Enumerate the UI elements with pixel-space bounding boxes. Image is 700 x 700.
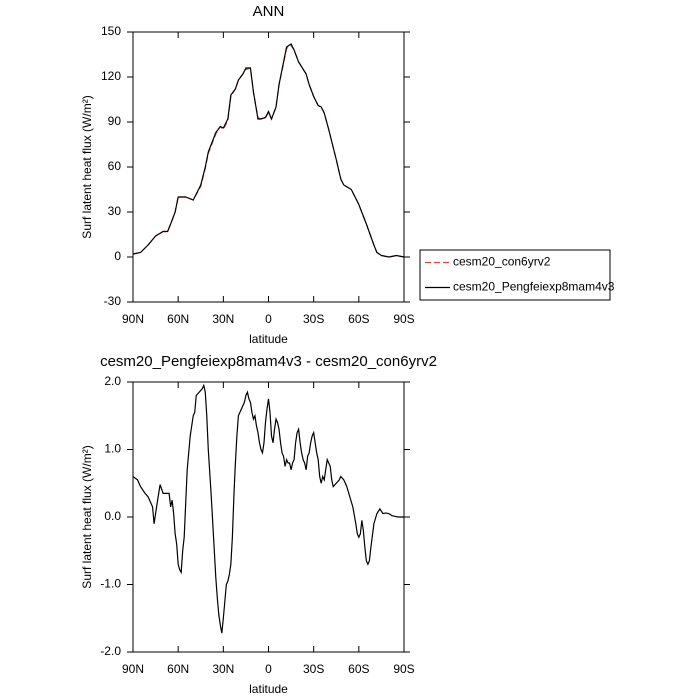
data-line — [132, 383, 404, 634]
y-tick-label: 60 — [108, 159, 122, 173]
legend-label: cesm20_Pengfeiexp8mam4v3 — [453, 280, 615, 294]
plot-frame — [132, 31, 405, 303]
x-tick-label: 0 — [265, 662, 272, 676]
x-tick-label: 90N — [122, 662, 144, 676]
x-tick-label: 90S — [393, 312, 414, 326]
legend-box — [419, 249, 611, 301]
y-tick-label: -1.0 — [100, 577, 121, 591]
x-tick-label: 90N — [122, 312, 144, 326]
y-axis-label: Surf latent heat flux (W/m²) — [80, 95, 94, 238]
x-tick-label: 30N — [212, 312, 234, 326]
y-tick-label: 90 — [108, 114, 122, 128]
y-tick-label: 120 — [101, 69, 121, 83]
x-tick-label: 60N — [167, 662, 189, 676]
y-tick-label: 0.0 — [104, 509, 121, 523]
y-tick-label: 0 — [114, 249, 121, 263]
x-tick-label: 60S — [348, 662, 369, 676]
data-line — [132, 44, 405, 258]
y-tick-label: -2.0 — [100, 644, 121, 658]
y-tick-label: 2.0 — [104, 374, 121, 388]
y-tick-label: -30 — [104, 294, 122, 308]
data-line — [132, 43, 405, 258]
y-tick-label: 150 — [101, 24, 121, 38]
x-tick-label: 90S — [393, 662, 414, 676]
x-tick-label: 30S — [303, 312, 324, 326]
x-axis-label: latitude — [249, 682, 288, 696]
x-tick-label: 0 — [265, 312, 272, 326]
y-tick-label: 1.0 — [104, 442, 121, 456]
chart-title: ANN — [253, 3, 285, 20]
y-tick-label: 30 — [108, 204, 122, 218]
chart-title: cesm20_Pengfeiexp8mam4v3 - cesm20_con6yr… — [100, 353, 437, 370]
legend-label: cesm20_con6yrv2 — [453, 255, 551, 269]
x-tick-label: 30N — [212, 662, 234, 676]
plot-frame — [132, 381, 405, 653]
y-axis-label: Surf latent heat flux (W/m²) — [80, 445, 94, 588]
x-axis-label: latitude — [249, 332, 288, 346]
x-tick-label: 60N — [167, 312, 189, 326]
x-tick-label: 30S — [303, 662, 324, 676]
x-tick-label: 60S — [348, 312, 369, 326]
